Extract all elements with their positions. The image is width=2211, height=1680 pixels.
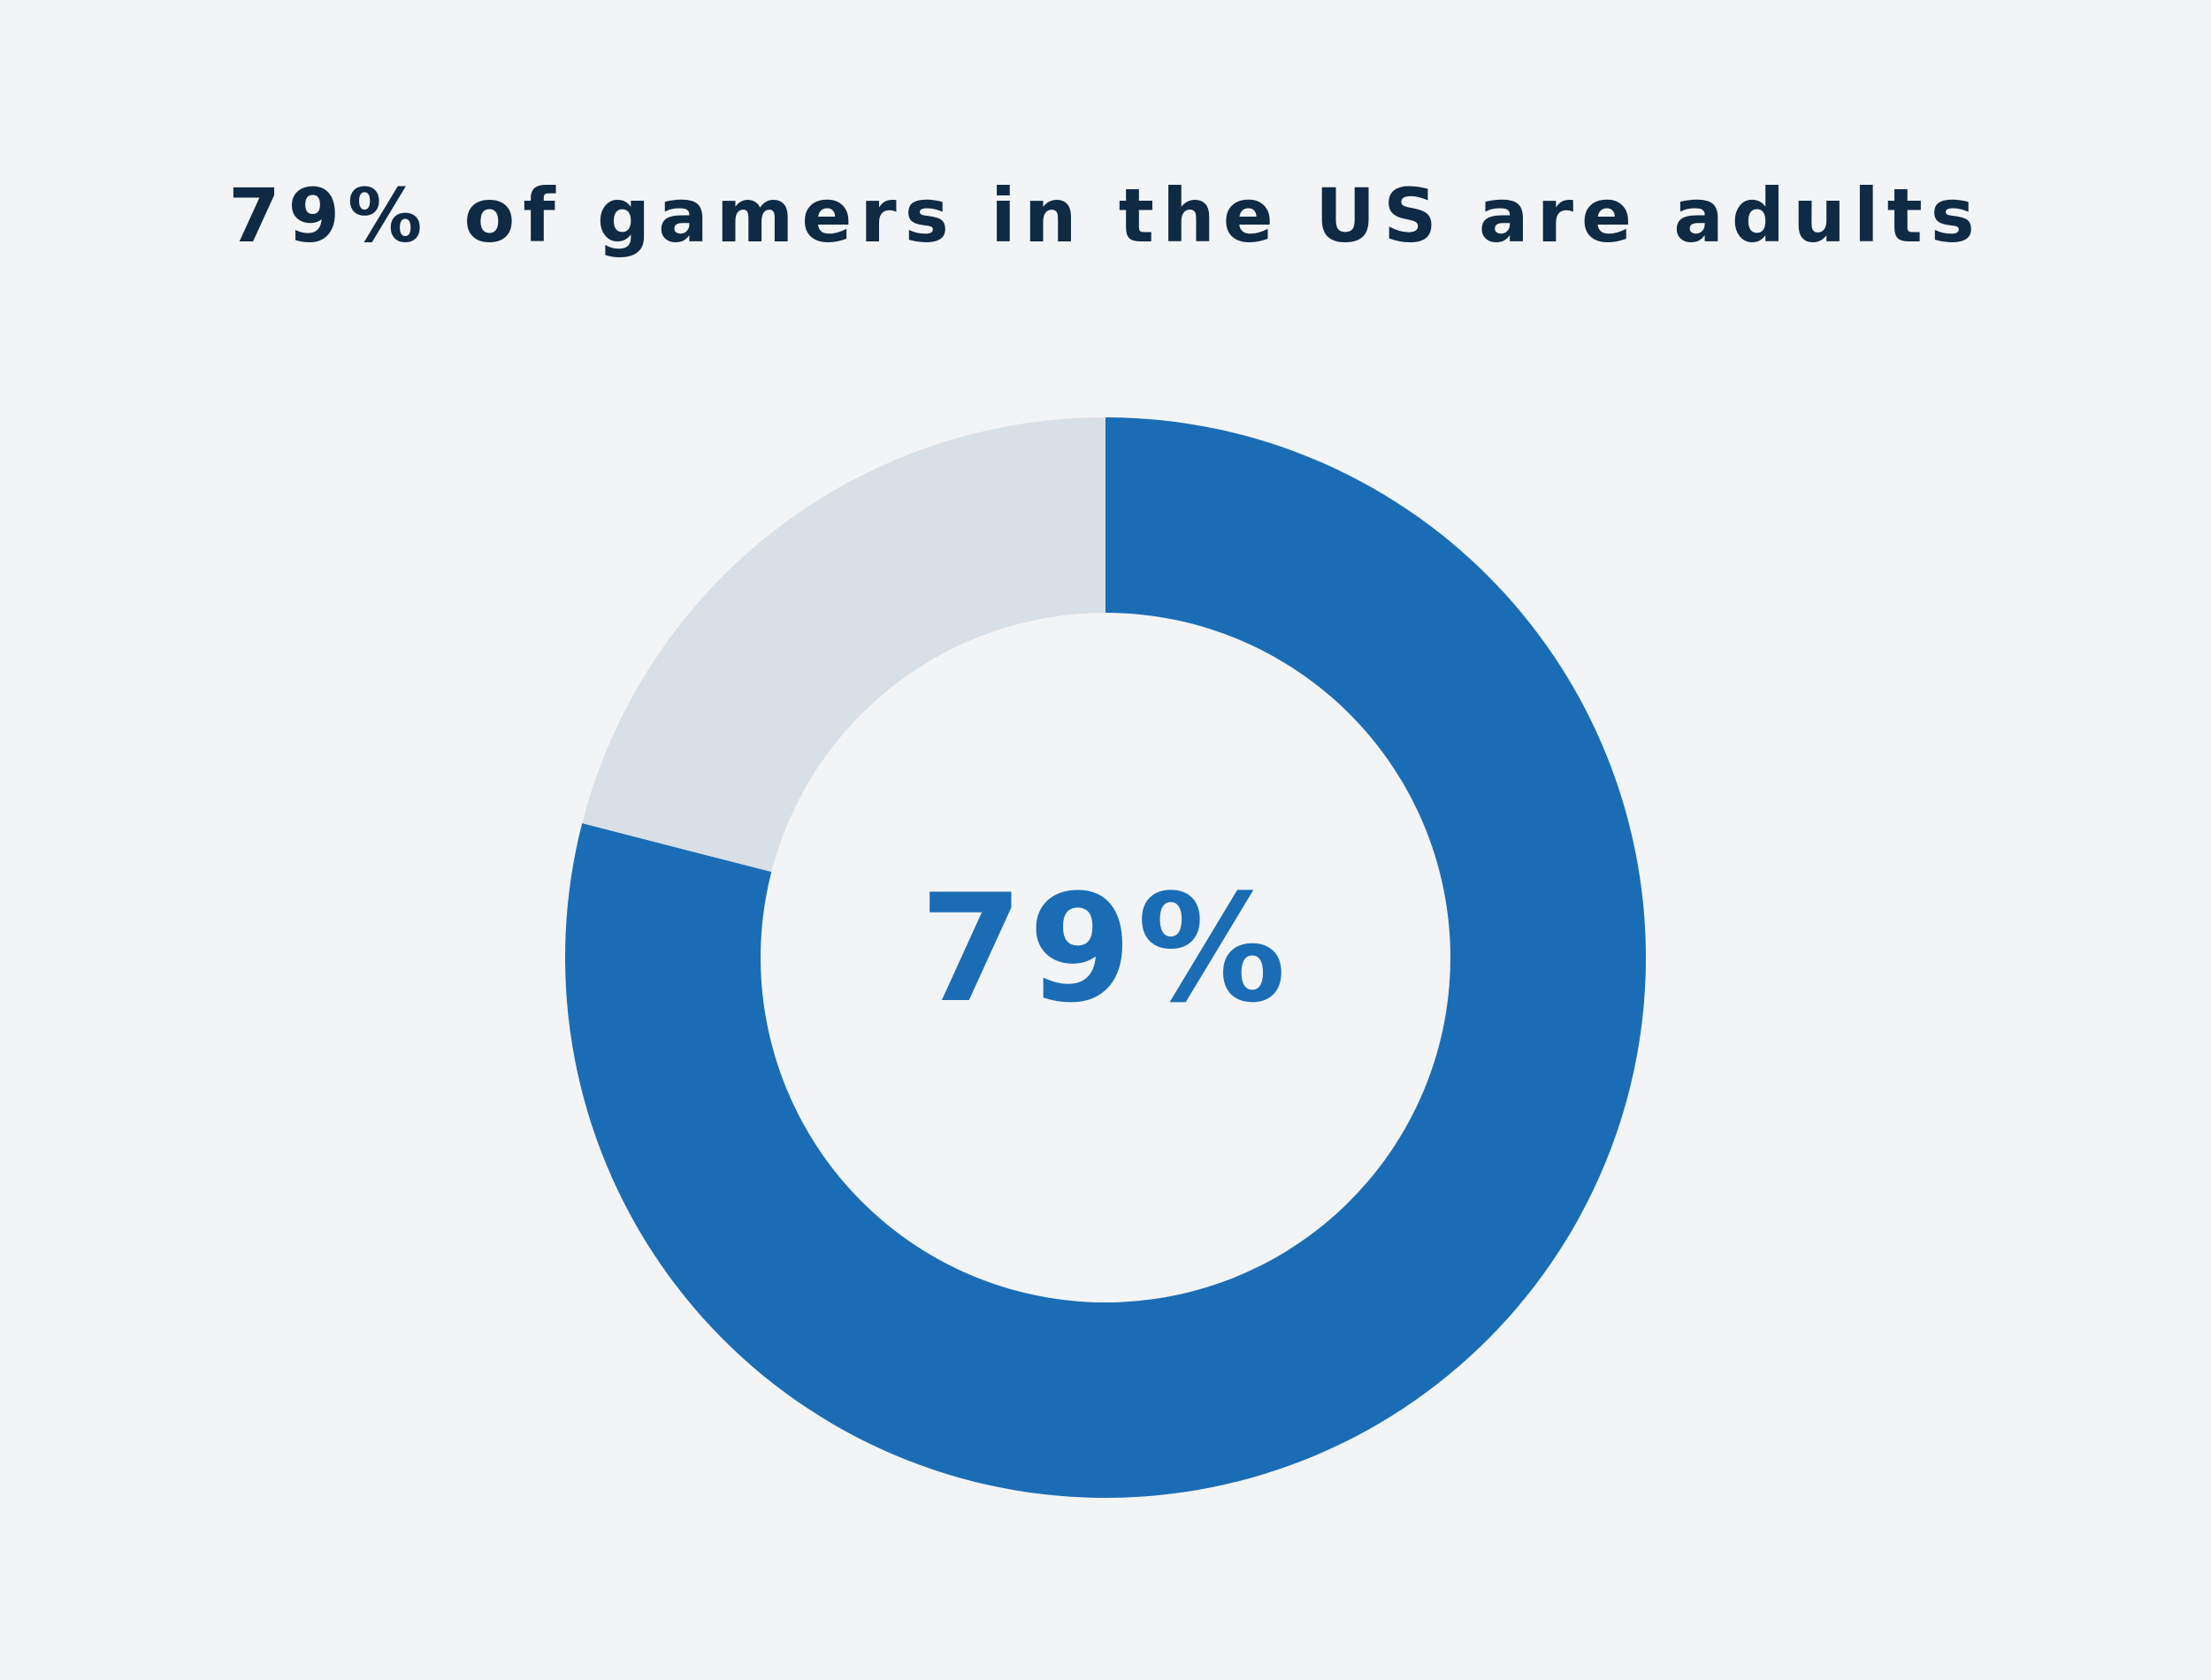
donut-slice-adults [564,417,1646,1498]
center-percentage-label: 79% [919,862,1292,1035]
chart-title: 79% of gamers in the US are adults [228,172,1983,259]
donut-slice-non-adults [582,417,1106,873]
